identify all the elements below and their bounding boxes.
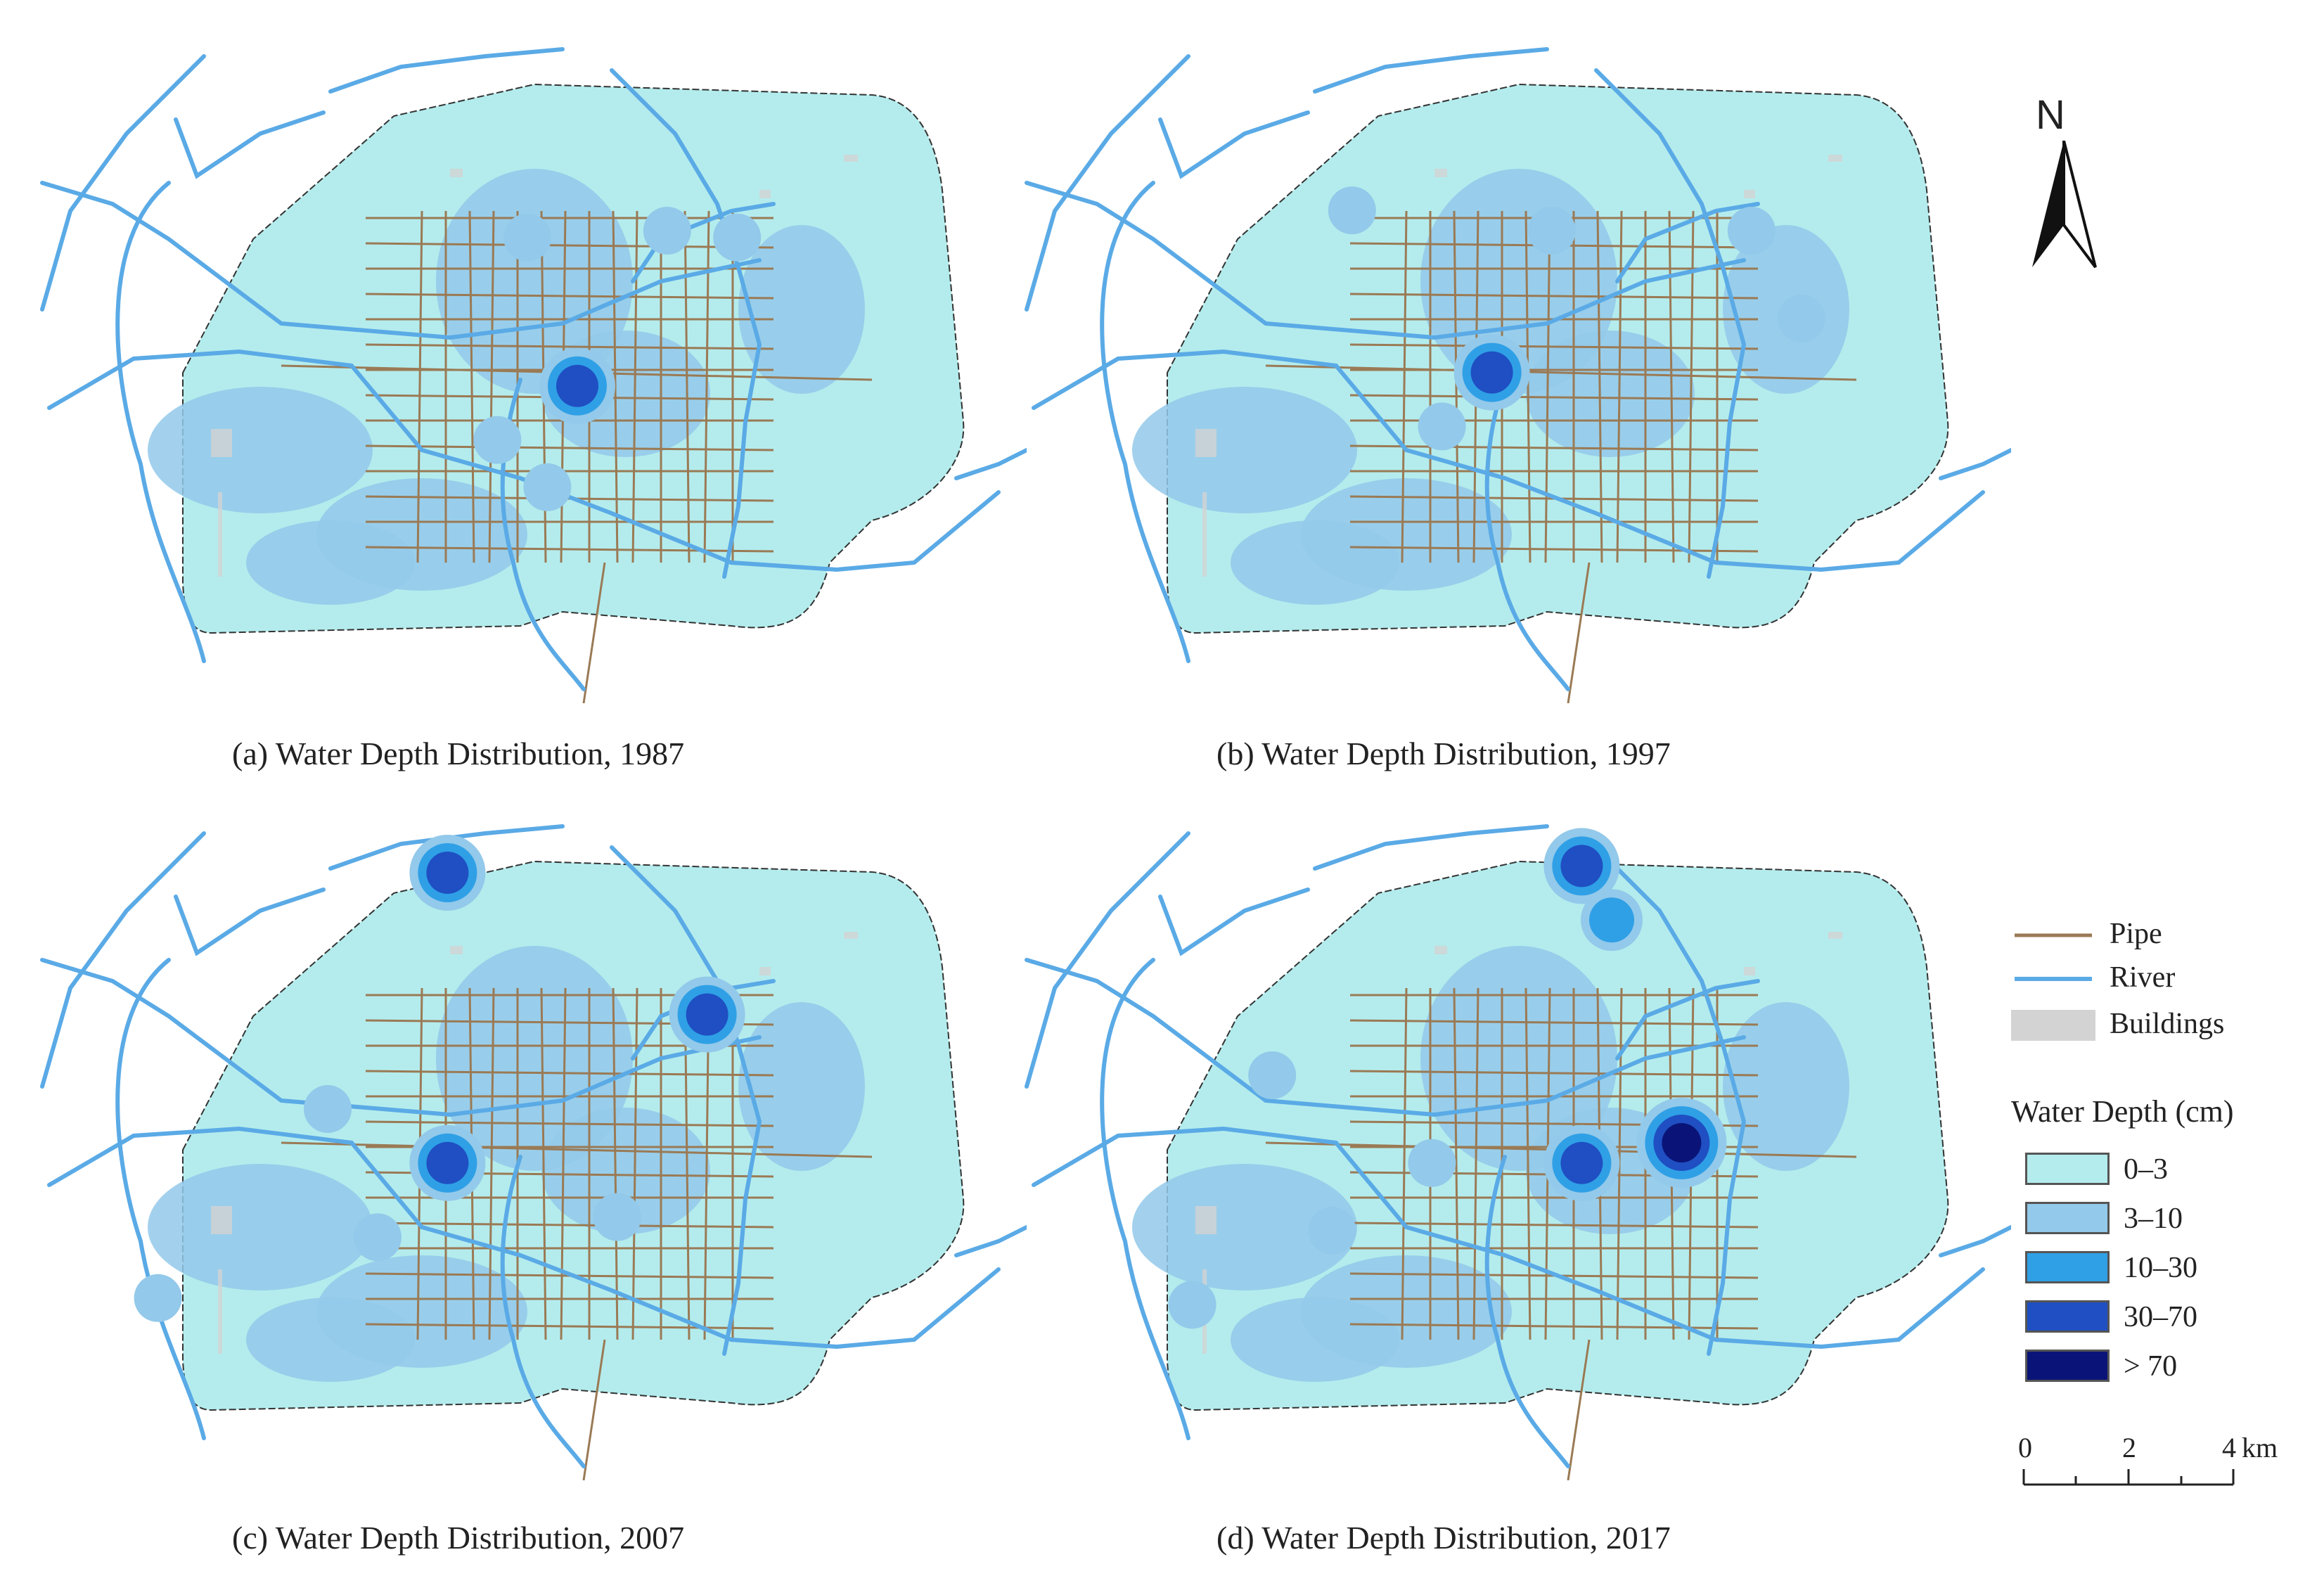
legend-swatch xyxy=(2025,1251,2110,1283)
legend-label-pipe: Pipe xyxy=(2110,918,2162,950)
map-panel-a xyxy=(28,28,1027,703)
legend-depth-label: 10–30 xyxy=(2124,1252,2197,1284)
caption-a: (a) Water Depth Distribution, 1987 xyxy=(232,736,685,771)
map-c xyxy=(40,824,1027,1480)
map-a xyxy=(40,47,1027,703)
map-panel-d xyxy=(1013,805,2011,1480)
caption-b: (b) Water Depth Distribution, 1997 xyxy=(1216,736,1671,771)
north-arrow-icon xyxy=(2032,141,2097,269)
legend-label-river: River xyxy=(2110,961,2176,994)
legend-depth-title: Water Depth (cm) xyxy=(2011,1094,2234,1129)
legend-label-buildings: Buildings xyxy=(2110,1008,2225,1040)
map-b xyxy=(1025,47,2011,703)
scale-tick-2: 2 xyxy=(2122,1432,2136,1463)
caption-c: (c) Water Depth Distribution, 2007 xyxy=(232,1520,685,1556)
legend-swatch xyxy=(2025,1202,2110,1234)
legend-depth-label: 3–10 xyxy=(2124,1203,2183,1235)
map-panel-c xyxy=(28,805,1027,1480)
legend-depth-label: 0–3 xyxy=(2124,1153,2168,1186)
scale-tick-4: 4 xyxy=(2222,1432,2236,1463)
map-panel-b xyxy=(1013,28,2011,703)
scale-bar-line xyxy=(2022,1469,2235,1486)
scale-bar: 0 2 4 km xyxy=(2018,1431,2320,1501)
caption-d: (d) Water Depth Distribution, 2017 xyxy=(1216,1520,1671,1556)
legend-swatch xyxy=(2025,1300,2110,1333)
map-d xyxy=(1025,824,2011,1480)
legend-swatch xyxy=(2025,1350,2110,1382)
legend: Pipe River Buildings Water Depth (cm) 0–… xyxy=(2011,914,2313,1512)
scale-unit: km xyxy=(2242,1432,2278,1463)
scale-tick-0: 0 xyxy=(2018,1432,2032,1463)
legend-depth-label: > 70 xyxy=(2124,1350,2178,1383)
legend-depth-label: 30–70 xyxy=(2124,1301,2197,1333)
north-arrow-label: N xyxy=(2036,92,2065,138)
legend-swatch xyxy=(2025,1153,2110,1185)
